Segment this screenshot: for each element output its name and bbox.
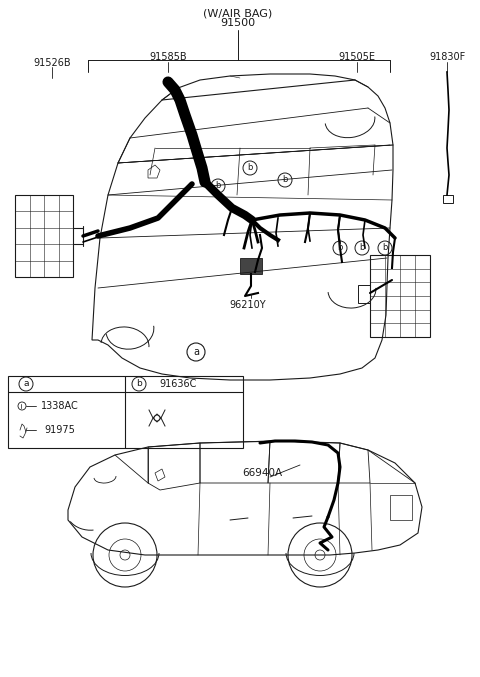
- Text: 96210Y: 96210Y: [230, 300, 266, 310]
- Text: (W/AIR BAG): (W/AIR BAG): [204, 8, 273, 18]
- Text: b: b: [282, 175, 288, 185]
- Text: a: a: [23, 380, 29, 389]
- Text: b: b: [382, 244, 388, 253]
- Text: 91830F: 91830F: [429, 52, 465, 62]
- Text: 91526B: 91526B: [33, 58, 71, 68]
- Text: 91636C: 91636C: [159, 379, 196, 389]
- Text: 66940A: 66940A: [242, 468, 282, 478]
- Bar: [15, 195, 73, 277]
- Text: a: a: [193, 347, 199, 357]
- Text: b: b: [247, 164, 252, 173]
- Bar: [390, 495, 412, 520]
- Bar: [443, 195, 453, 203]
- Text: 91505E: 91505E: [338, 52, 375, 62]
- Text: b: b: [216, 181, 221, 190]
- Text: 91500: 91500: [220, 18, 255, 28]
- Text: 91585B: 91585B: [149, 52, 187, 62]
- Text: b: b: [337, 244, 343, 253]
- Text: b: b: [360, 244, 365, 253]
- Bar: [370, 255, 430, 337]
- Bar: [8, 376, 243, 448]
- Bar: [358, 285, 370, 303]
- Text: 91975: 91975: [45, 425, 75, 435]
- Text: 1338AC: 1338AC: [41, 401, 79, 411]
- Text: b: b: [136, 380, 142, 389]
- Bar: [240, 258, 262, 274]
